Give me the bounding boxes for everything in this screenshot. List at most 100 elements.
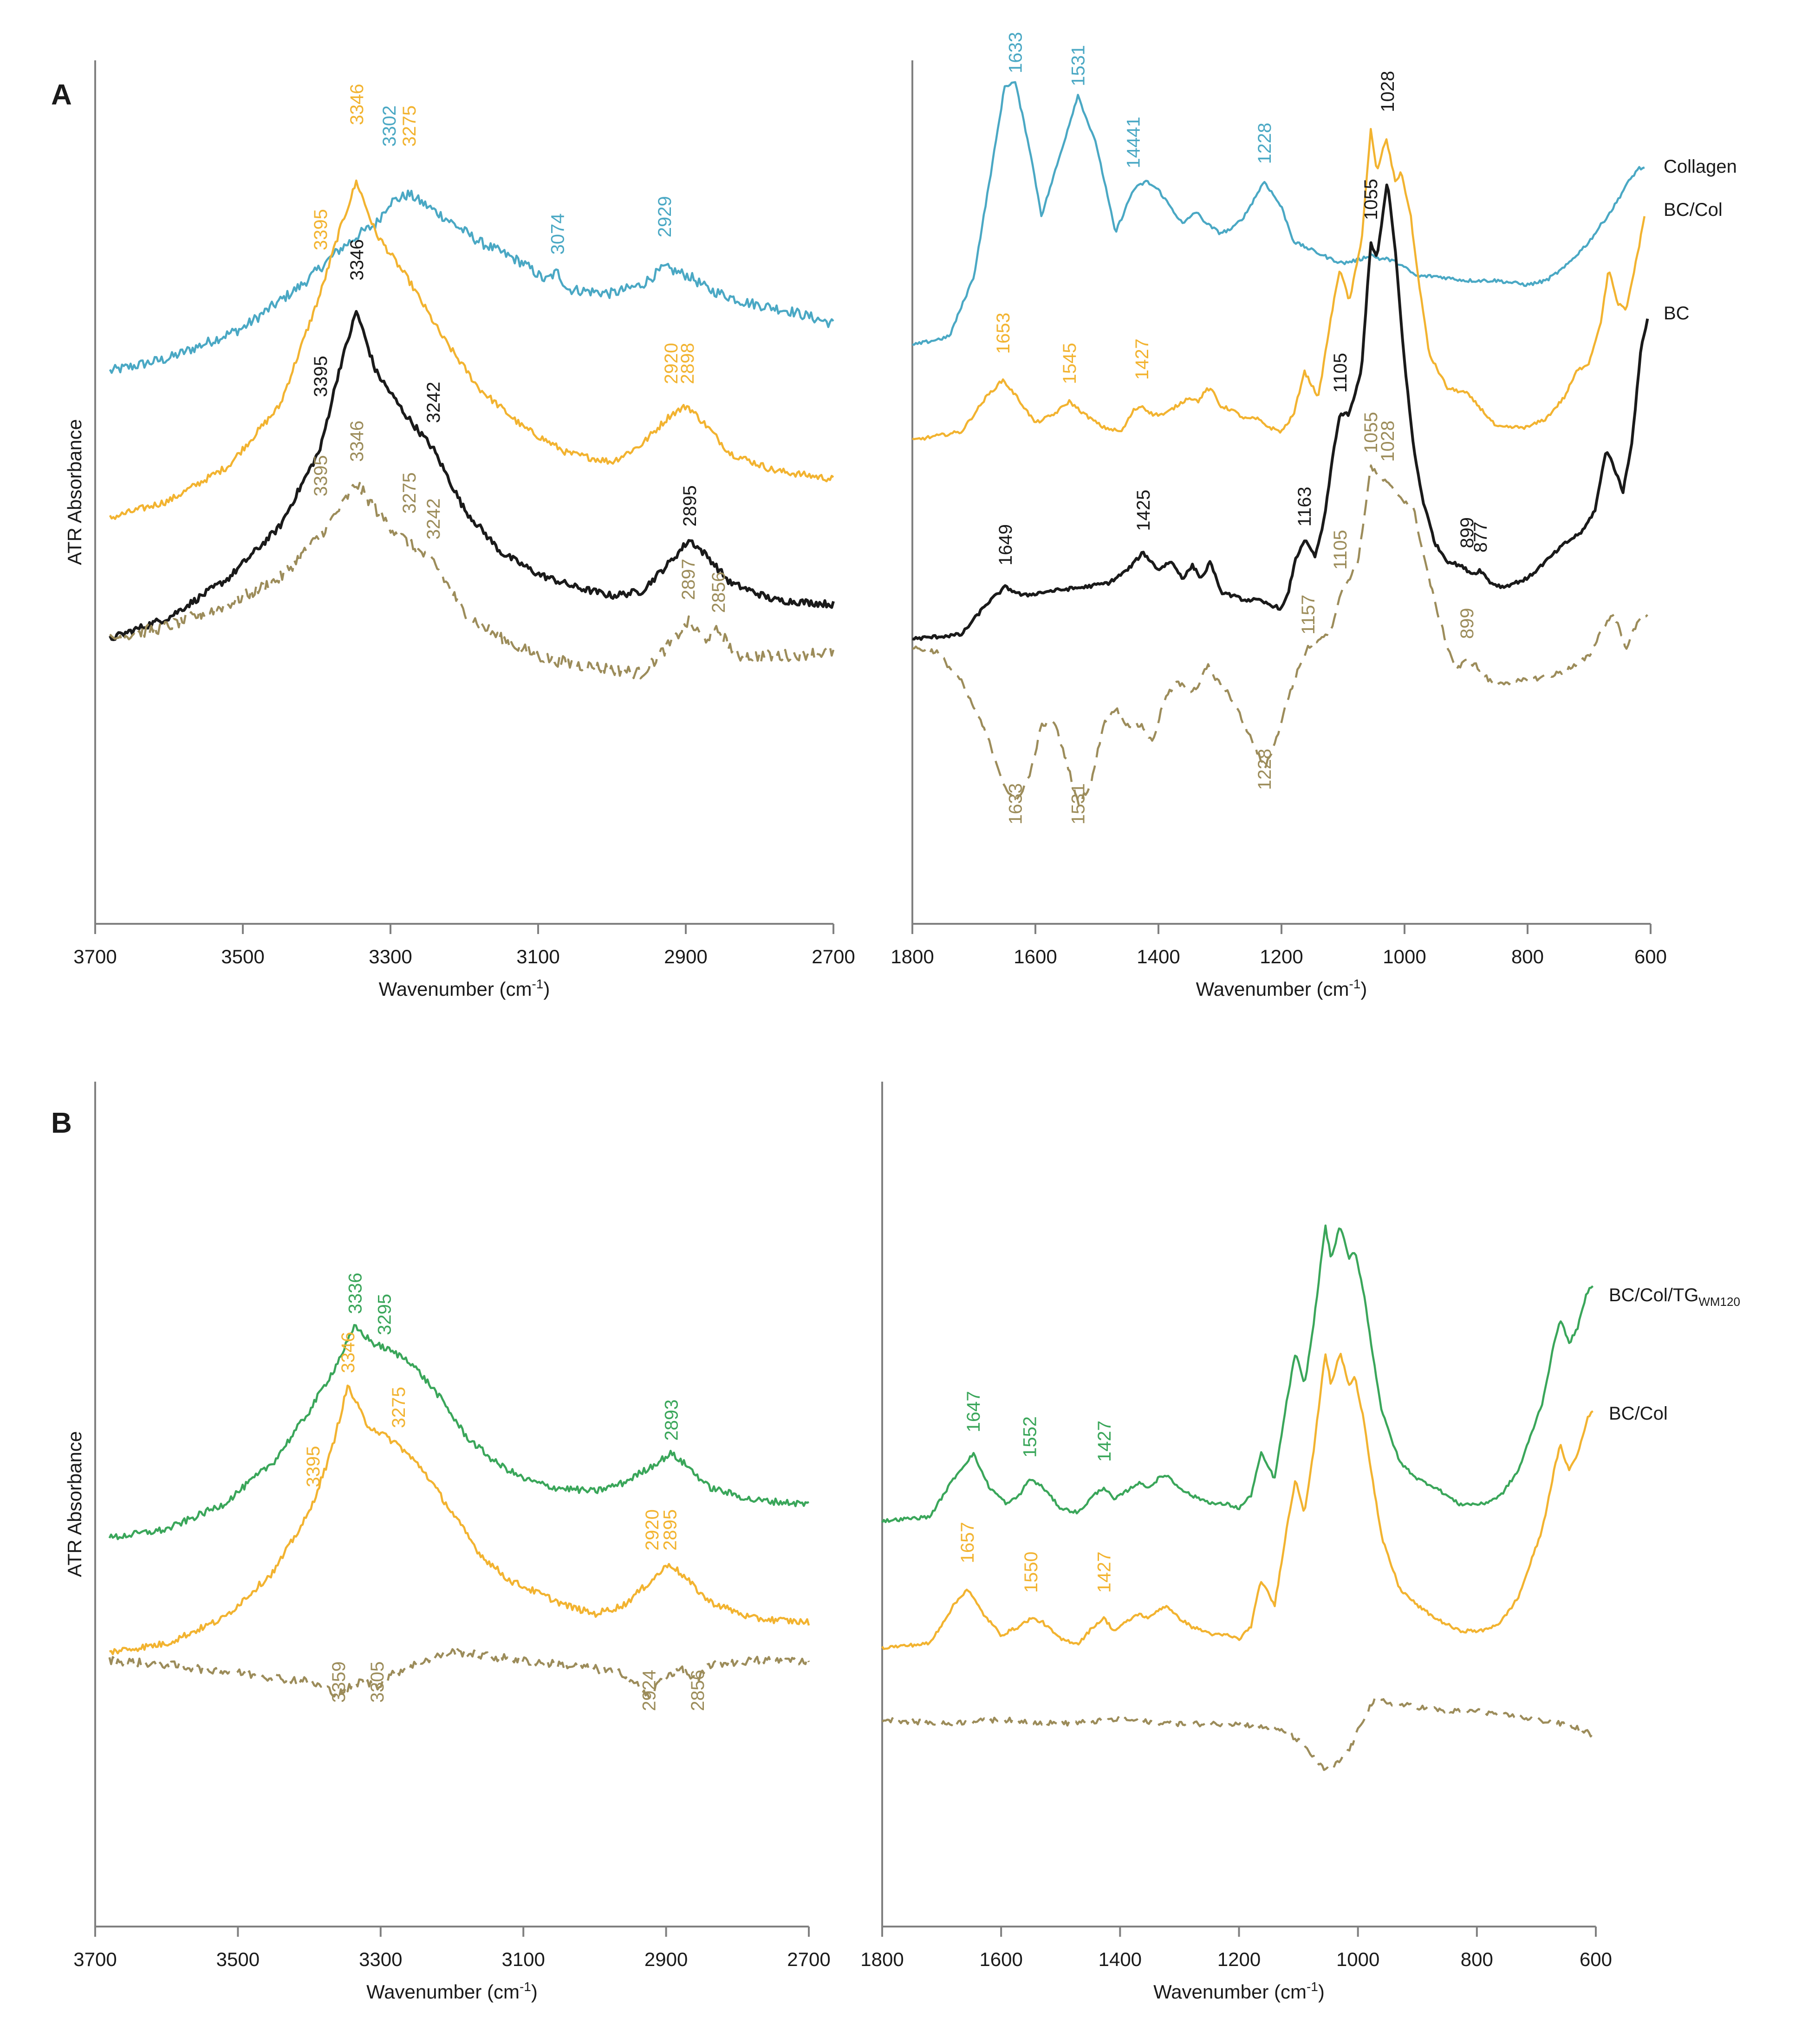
peak-label: 1228 [1255,749,1275,790]
peak-label: 2924 [639,1670,660,1711]
peak-label: 2856 [709,571,729,613]
x-axis-label-end: ) [1360,978,1367,1000]
chart-b-right: 1800 1600 1400 1200 1000 800 600 Wavenumber (cm… [860,1082,1740,2003]
legend-entry: Collagen [1664,156,1737,177]
peak-label: 3074 [547,214,568,255]
series-bc-col-tg [108,1324,809,1540]
x-axis-label-sup: -1 [532,977,543,991]
peak-label: 3395 [303,1446,324,1487]
peak-label: 1028 [1378,71,1398,112]
peak-label: 1649 [995,524,1016,565]
peak-label: 3242 [423,382,444,423]
x-tick-label: 800 [1511,946,1544,967]
peak-label: 1427 [1132,338,1152,380]
x-tick-label: 3300 [369,946,412,967]
peak-label: 3346 [347,239,367,280]
x-axis-label-text: Wavenumber (cm [1196,978,1349,1000]
series-collagen [912,81,1645,346]
x-tick-label: 1400 [1137,946,1180,967]
x-tick-label: 1200 [1217,1948,1261,1970]
peak-label: 3359 [329,1661,349,1703]
x-axis-label-text: Wavenumber (cm [366,1981,520,2003]
x-tick-label: 2700 [787,1948,830,1970]
peak-label: 1028 [1378,421,1398,462]
x-axis-label-text: Wavenumber (cm [1153,1981,1307,2003]
x-tick-label: 1200 [1260,946,1303,967]
peak-label: 1633 [1005,783,1026,824]
series-bc-col [881,1353,1593,1650]
peak-label: 3295 [374,1294,395,1335]
peak-label: 2895 [660,1509,680,1551]
x-tick-label: 3300 [359,1948,402,1970]
x-tick-label: 800 [1461,1948,1493,1970]
x-tick-label: 1000 [1336,1948,1379,1970]
peak-label: 2895 [680,485,700,526]
x-tick-label: 1800 [891,946,934,967]
x-tick-label: 3700 [73,1948,117,1970]
x-axis-label: Wavenumber (cm-1) [366,1979,538,2003]
peak-label: 1425 [1133,490,1154,531]
peak-label: 3242 [423,498,444,539]
peak-label: 3336 [345,1273,365,1314]
x-axis-label: Wavenumber (cm-1) [1153,1979,1325,2003]
x-tick-label: 600 [1580,1948,1612,1970]
peak-label: 3346 [347,84,367,125]
peak-label: 1228 [1255,123,1275,164]
x-tick-label: 2700 [812,946,855,967]
peak-label: 3395 [311,356,331,397]
x-tick-label: 2900 [644,1948,688,1970]
peak-label: 1055 [1361,179,1381,220]
peak-label: 1055 [1361,412,1381,453]
peak-label: 3395 [311,455,331,496]
peak-label: 3395 [311,209,331,250]
x-tick-label: 1800 [860,1948,904,1970]
panel-label-a: A [51,79,72,111]
series-difference [108,1648,810,1699]
peak-label: 1550 [1021,1551,1041,1593]
peak-label: 3346 [338,1332,358,1373]
series-bc-col [109,1384,810,1655]
peak-label: 1157 [1298,595,1319,635]
x-tick-label: 3700 [73,946,117,967]
peak-label: 14441 [1124,117,1144,168]
y-axis-label: ATR Absorbance [64,419,85,565]
legend-entry: BC/Col/TGWM120 [1609,1285,1740,1309]
x-tick-label: 1400 [1099,1948,1142,1970]
peak-label: 1657 [957,1522,978,1563]
series-difference [881,1696,1597,1771]
y-axis-label: ATR Absorbance [64,1431,85,1577]
legend-subscript: WM120 [1698,1295,1740,1309]
x-axis-label: Wavenumber (cm-1) [379,977,550,1000]
x-axis-label-text: Wavenumber (cm [379,978,532,1000]
x-tick-label: 1600 [979,1948,1022,1970]
peak-label: 1427 [1094,1551,1115,1593]
series-bc [912,183,1649,641]
peak-label: 2893 [661,1400,682,1441]
peak-label: 1105 [1330,353,1351,393]
series-difference [109,481,835,680]
chart-b-left: 3700 3500 3300 3100 2900 2700 Wavenumber (cm-1… [64,1082,831,2003]
peak-label: 1545 [1060,343,1080,384]
peak-label: 1633 [1005,32,1026,73]
peak-label: 3302 [379,105,400,147]
chart-a-right: 1800 1600 1400 1200 1000 800 600 Wavenumber (cm… [891,32,1737,1000]
legend-entry: BC/Col [1609,1403,1668,1424]
peak-label: 877 [1470,521,1491,552]
chart-a-left: 3700 3500 3300 3100 2900 2700 Wavenumber (cm-1… [64,60,855,1000]
x-axis-label-end: ) [1318,1981,1325,2003]
peak-label: 1427 [1094,1421,1115,1462]
x-axis-label-end: ) [531,1981,538,2003]
x-tick-label: 2900 [664,946,707,967]
peak-label: 1647 [963,1391,984,1432]
legend-text: BC/Col/TG [1609,1285,1698,1305]
series-difference [912,464,1648,806]
series-bc-col [109,179,834,520]
peak-label: 3275 [389,1387,409,1428]
peak-label: 1531 [1068,783,1088,824]
peak-label: 3275 [399,105,420,147]
x-tick-label: 3500 [216,1948,260,1970]
peak-label: 1531 [1068,45,1088,86]
x-axis-label: Wavenumber (cm-1) [1196,977,1367,1000]
peak-label: 2897 [678,559,699,600]
